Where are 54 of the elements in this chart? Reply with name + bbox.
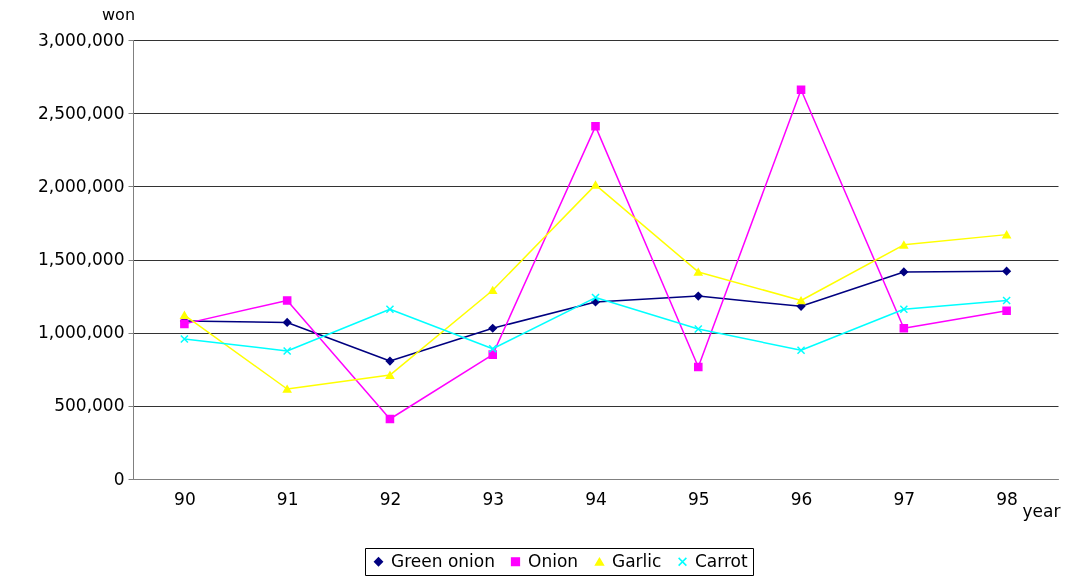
point: [282, 296, 292, 305]
point: [591, 181, 600, 189]
x-tick-label: 94: [585, 488, 607, 509]
y-tick-label: 1,000,000: [37, 322, 125, 343]
point: [385, 371, 395, 379]
legend-label: Carrot: [695, 550, 748, 571]
point: [796, 296, 806, 305]
x-tick-label: 98: [996, 488, 1018, 509]
legend-label: Garlic: [612, 550, 662, 571]
point: [796, 85, 806, 95]
point: [899, 267, 909, 277]
x-tick-label: 91: [276, 488, 299, 509]
point: [488, 286, 498, 295]
x-tick-label: 97: [893, 488, 916, 509]
x-tick-label: 96: [790, 488, 813, 509]
legend-label: Green onion: [391, 550, 495, 571]
point: [180, 334, 189, 344]
x-tick-label: 93: [482, 488, 505, 509]
point: [1002, 306, 1011, 315]
point: [899, 323, 909, 333]
y-tick-label: 3,000,000: [37, 29, 125, 50]
point: [591, 122, 600, 131]
y-tick-label: 0: [113, 468, 125, 489]
point: [591, 293, 600, 302]
point: [693, 324, 703, 334]
point: [1002, 230, 1011, 239]
y-tick-label: 500,000: [54, 395, 125, 416]
point: [693, 268, 703, 276]
point: [1002, 266, 1011, 276]
legend-label: Onion: [528, 550, 579, 571]
point: [180, 311, 189, 319]
point: [899, 241, 909, 249]
point: [693, 291, 703, 301]
point: [385, 304, 395, 314]
point: [385, 414, 395, 424]
point: [282, 346, 292, 356]
y-tick-label: 2,500,000: [37, 102, 125, 123]
x-tick-label: 90: [174, 488, 196, 509]
x-tick-label: 92: [379, 488, 402, 509]
y-axis-title: won: [101, 4, 136, 24]
point: [899, 304, 909, 314]
y-tick-label: 2,000,000: [37, 175, 125, 196]
y-tick-label: 1,500,000: [37, 249, 125, 269]
point: [385, 356, 395, 366]
point: [1002, 296, 1011, 305]
point: [488, 344, 498, 354]
x-axis-title: year: [1022, 500, 1061, 521]
point: [488, 323, 498, 333]
point: [693, 362, 703, 372]
point: [591, 297, 600, 307]
point: [796, 345, 806, 355]
x-tick-label: 95: [687, 488, 710, 509]
point: [282, 385, 292, 393]
point: [282, 318, 292, 327]
